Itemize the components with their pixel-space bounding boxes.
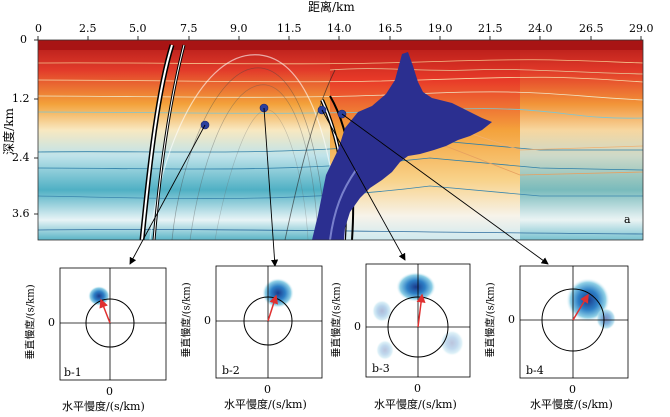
b1-ylabel: 垂直慢度/(s/km)	[25, 284, 37, 360]
left-tick-2: 2.4	[12, 151, 30, 164]
subpanel-b4	[519, 265, 629, 379]
arrow-to-b1	[129, 124, 206, 265]
top-axis-title: 距离/km	[308, 0, 355, 14]
main-panel-frame	[37, 39, 644, 241]
b4-tag: b-4	[526, 364, 544, 377]
b3-xlabel: 水平慢度/(s/km)	[374, 398, 457, 411]
main-panel-label: a	[624, 213, 631, 226]
b2-xlabel: 水平慢度/(s/km)	[224, 398, 307, 411]
subpanel-b1	[59, 267, 167, 381]
arrow-to-b2	[263, 107, 279, 267]
top-tick-12: 29.0	[629, 22, 654, 35]
wavefronts	[149, 54, 341, 240]
left-tick-3: 3.6	[12, 207, 30, 220]
top-tick-0: 0	[35, 22, 42, 35]
b4-zero-y: 0	[508, 313, 515, 326]
arrow-to-b4	[341, 113, 549, 265]
b1-xlabel: 水平慢度/(s/km)	[62, 400, 145, 413]
arrow-to-b3	[321, 109, 406, 261]
top-tick-3: 7.5	[180, 22, 198, 35]
water-layer	[38, 40, 643, 50]
b1-tag: b-1	[64, 366, 82, 379]
b2-ylabel: 垂直慢度/(s/km)	[181, 282, 193, 358]
slowness-vector-b2	[267, 294, 279, 322]
top-tick-10: 24.0	[528, 22, 553, 35]
energy-blob-b1	[88, 286, 110, 306]
slowness-vector-b4	[572, 293, 589, 321]
top-tick-5: 11.5	[277, 22, 302, 35]
b3-tag: b-3	[372, 362, 390, 375]
energy-blob-b2	[262, 278, 294, 308]
b2-zero-y: 0	[204, 314, 211, 327]
b4-zero-x: 0	[569, 383, 576, 396]
b2-tag: b-2	[222, 364, 240, 377]
subpanel-b2	[215, 265, 323, 379]
b1-zero-x: 0	[106, 385, 113, 398]
top-tick-9: 21.5	[478, 22, 503, 35]
slowness-vector-b1	[99, 298, 111, 324]
b3-zero-y: 0	[354, 320, 361, 333]
slowness-vector-b3	[416, 293, 426, 328]
top-axis-ticks	[37, 36, 642, 40]
left-tick-0: 0	[20, 33, 27, 46]
top-tick-11: 26.5	[579, 22, 604, 35]
salt-reflection	[329, 169, 357, 240]
left-tick-1: 1.2	[12, 92, 30, 105]
b3-zero-x: 0	[414, 382, 421, 395]
b3-ylabel: 垂直慢度/(s/km)	[331, 282, 343, 358]
b4-xlabel: 水平慢度/(s/km)	[530, 398, 613, 411]
top-tick-2: 5.0	[129, 22, 147, 35]
top-tick-4: 9.0	[230, 22, 248, 35]
b4-ylabel: 垂直慢度/(s/km)	[485, 282, 497, 358]
subpanel-b3	[365, 263, 471, 378]
top-tick-8: 19.0	[428, 22, 453, 35]
top-tick-7: 16.5	[378, 22, 403, 35]
b2-zero-x: 0	[264, 383, 271, 396]
salt-body	[312, 52, 492, 240]
top-tick-1: 2.5	[79, 22, 97, 35]
top-tick-6: 14.0	[327, 22, 352, 35]
b1-zero-y: 0	[48, 316, 55, 329]
velocity-model-panel	[38, 40, 643, 240]
left-axis-ticks	[34, 39, 38, 215]
link-arrows	[129, 107, 549, 267]
left-axis-title: 深度/km	[1, 108, 16, 155]
